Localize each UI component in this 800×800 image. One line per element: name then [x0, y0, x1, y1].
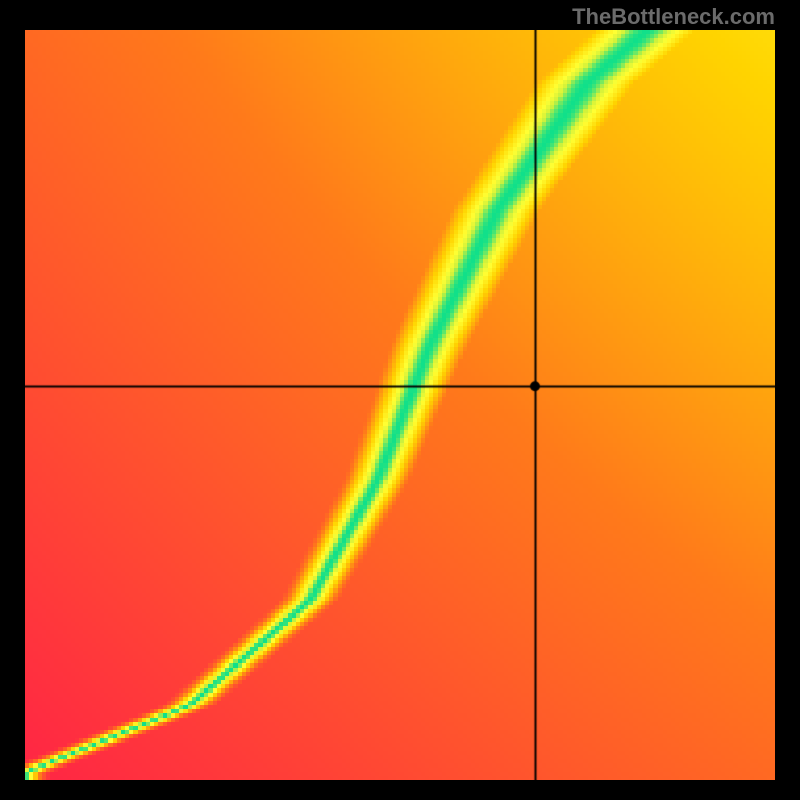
chart-container: TheBottleneck.com — [0, 0, 800, 800]
watermark-text: TheBottleneck.com — [572, 4, 775, 30]
crosshair-overlay — [25, 30, 775, 780]
